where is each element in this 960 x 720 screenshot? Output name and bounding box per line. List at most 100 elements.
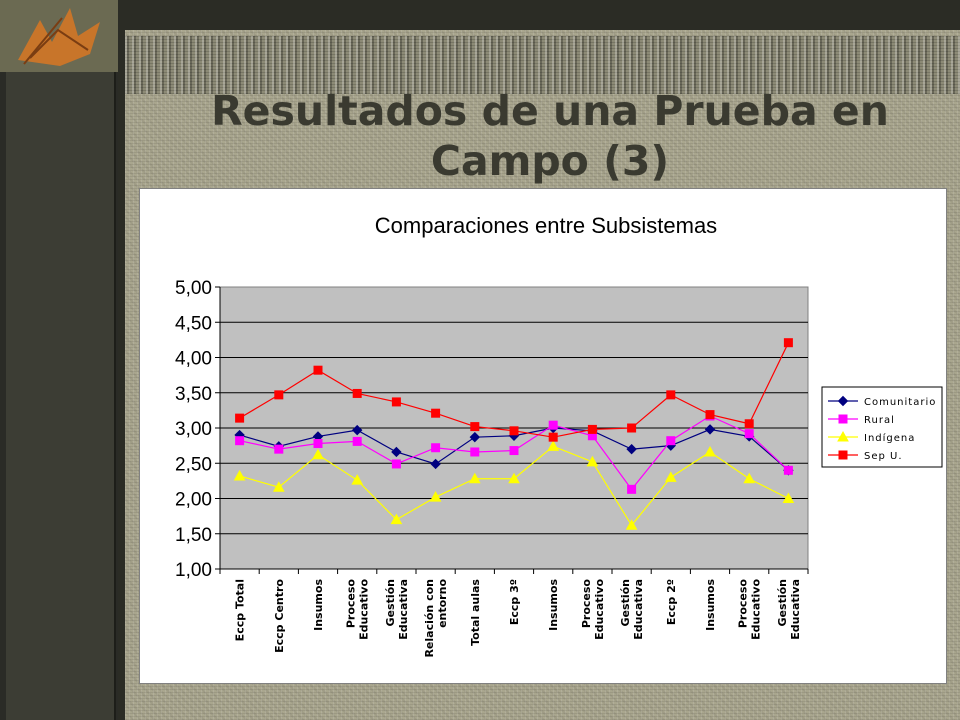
x-tick-label: Gestión Educativa	[384, 579, 410, 640]
data-point	[586, 455, 599, 467]
x-tick-label: Proceso Educativo	[737, 579, 763, 640]
x-tick-label-line: Total aulas	[469, 579, 482, 646]
x-tick-label-line: Educativa	[397, 579, 410, 640]
data-point	[351, 474, 364, 485]
data-point	[431, 443, 441, 453]
data-point	[548, 420, 558, 430]
autumn-leaf-image	[0, 0, 118, 72]
legend: Comunitario Rural Indígena Sep U.	[821, 386, 943, 468]
x-tick-label-line: Eccp 2º	[665, 579, 678, 625]
y-tick-label: 1,50	[175, 525, 212, 546]
data-point	[274, 444, 284, 454]
x-tick-label-line: Gestión	[619, 579, 632, 626]
series-ind-gena	[233, 440, 795, 530]
data-point	[352, 388, 362, 398]
x-tick-label-line: Educativo	[593, 579, 606, 640]
x-tick-label-line: Educativa	[632, 579, 645, 640]
x-tick-label: Proceso Educativo	[580, 579, 606, 640]
data-point	[704, 424, 716, 435]
left-dark-strip	[0, 0, 118, 720]
data-point	[274, 390, 284, 400]
data-point	[313, 439, 323, 449]
data-point	[233, 469, 246, 481]
x-tick-label: Relación con entorno	[423, 579, 449, 658]
x-tick-label: Insumos	[704, 579, 717, 631]
x-tick-label-line: Educativa	[789, 579, 802, 640]
data-point	[705, 410, 715, 420]
legend-entry: Sep U.	[828, 450, 903, 462]
slide-title-line2: Campo (3)	[430, 137, 670, 185]
data-point	[838, 450, 848, 460]
legend-label: Comunitario	[864, 397, 936, 408]
y-axis: 1,00 1,50 2,00 2,50 3,00 3,50 4,00 4,50 5,00	[175, 278, 221, 581]
left-panel	[6, 70, 116, 720]
data-point	[390, 513, 403, 525]
slide-title: Resultados de una Prueba en Campo (3)	[200, 86, 900, 186]
y-tick-label: 2,00	[175, 490, 212, 511]
data-point	[837, 395, 849, 407]
legend-label: Sep U.	[864, 451, 903, 462]
data-point	[837, 430, 849, 442]
data-point	[468, 472, 481, 484]
y-tick-label: 4,00	[175, 349, 212, 370]
x-tick-label-line: Eccp Total	[234, 579, 247, 641]
x-tick-label-line: Proceso	[580, 579, 593, 629]
x-tick-label: Eccp 2º	[665, 579, 678, 625]
x-tick-label-line: Eccp 3º	[508, 579, 521, 625]
legend-entry: Indígena	[828, 430, 915, 444]
data-point	[626, 443, 637, 455]
data-point	[312, 448, 324, 460]
legend-entry: Rural	[828, 414, 894, 426]
y-tick-label: 3,00	[175, 419, 212, 440]
data-point	[313, 365, 323, 375]
x-tick-label: Proceso Educativo	[345, 579, 371, 640]
x-tick-label: Eccp 3º	[508, 579, 521, 625]
y-tick-label: 5,00	[175, 278, 212, 299]
x-tick-label-line: Insumos	[312, 579, 325, 631]
x-tick-label: Eccp Total	[234, 579, 247, 641]
x-axis: Eccp Total Eccp Centro Insumos Proceso Educa…	[219, 568, 809, 658]
x-tick-label-line: Gestión	[384, 579, 397, 626]
x-tick-label-line: Relación con	[423, 579, 436, 658]
x-tick-label: Total aulas	[469, 579, 482, 646]
data-point	[509, 446, 519, 456]
x-tick-label: Eccp Centro	[273, 579, 286, 653]
legend-entry: Comunitario	[828, 395, 936, 408]
data-point	[470, 447, 480, 457]
data-point	[352, 436, 362, 446]
data-point	[430, 458, 441, 470]
series-rural	[235, 411, 793, 494]
data-point	[508, 472, 520, 484]
legend-label: Indígena	[864, 432, 915, 444]
x-tick-label-line: Eccp Centro	[273, 579, 286, 653]
x-tick-label: Gestión Educativa	[619, 579, 645, 640]
x-tick-label-line: Insumos	[704, 579, 717, 631]
series-group	[233, 338, 795, 530]
y-tick-label: 3,50	[175, 384, 212, 405]
x-tick-label: Gestión Educativa	[776, 579, 802, 640]
data-point	[783, 338, 793, 348]
x-tick-label: Insumos	[312, 579, 325, 631]
data-point	[783, 465, 793, 475]
data-point	[469, 431, 481, 443]
data-point	[547, 440, 560, 451]
data-point	[509, 426, 519, 436]
line-chart: Comparaciones entre Subsistemas 1,00 1,50…	[175, 213, 943, 658]
data-point	[470, 422, 480, 432]
slide-texture-band	[125, 36, 960, 94]
chart-container: Comparaciones entre Subsistemas 1,00 1,50…	[139, 188, 947, 684]
y-tick-label: 1,00	[175, 560, 212, 581]
x-tick-label-line: Insumos	[547, 579, 560, 631]
data-point	[587, 424, 597, 434]
x-tick-label-line: Educativo	[750, 579, 763, 640]
y-tick-label: 4,50	[175, 313, 212, 334]
data-point	[627, 423, 637, 433]
x-tick-label-line: Educativo	[358, 579, 371, 640]
data-point	[351, 424, 363, 436]
data-point	[744, 429, 754, 439]
x-tick-label-line: entorno	[436, 579, 449, 628]
data-point	[838, 414, 848, 424]
data-point	[744, 419, 754, 429]
data-point	[743, 472, 756, 484]
data-point	[391, 446, 402, 458]
